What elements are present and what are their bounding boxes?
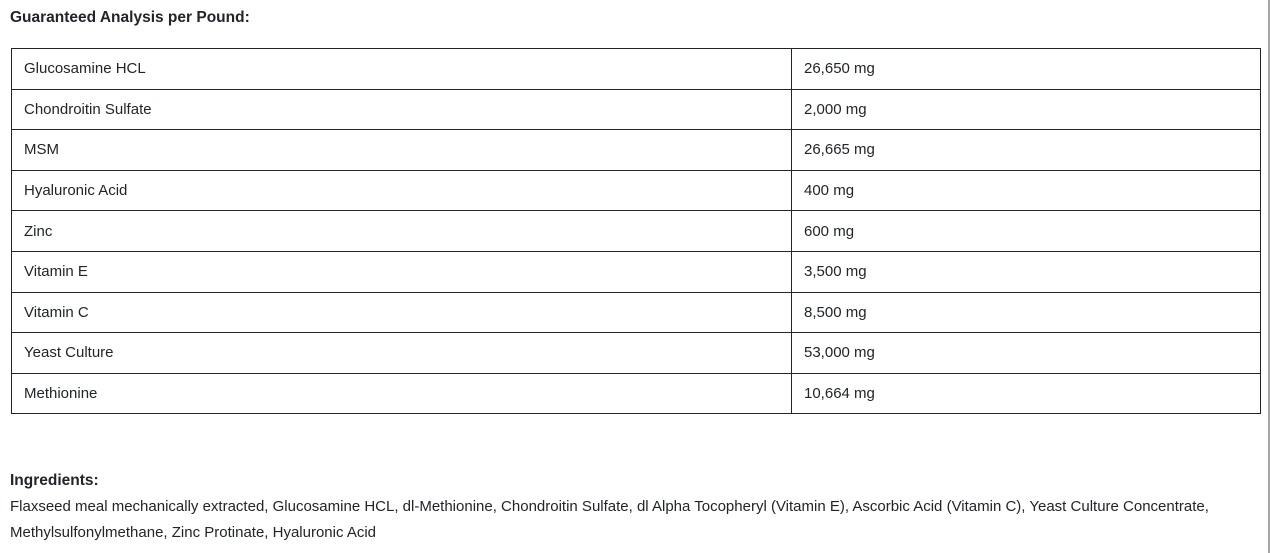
nutrient-name-cell: MSM [11,129,792,171]
table-row: Zinc 600 mg [11,210,1261,252]
ingredients-heading: Ingredients: [10,472,99,490]
table-row: Chondroitin Sulfate 2,000 mg [11,88,1261,131]
nutrient-amount-cell: 400 mg [791,169,1261,212]
nutrient-name-cell: Zinc [11,210,792,252]
nutrient-amount-cell: 2,000 mg [791,88,1261,131]
nutrient-name-cell: Chondroitin Sulfate [11,88,792,131]
ingredients-section: Ingredients: Flaxseed meal mechanically … [10,471,1258,545]
nutrient-amount-cell: 53,000 mg [791,332,1261,374]
table-row: Methionine 10,664 mg [11,372,1261,415]
table-row: MSM 26,665 mg [11,129,1261,171]
table-row: Hyaluronic Acid 400 mg [11,169,1261,212]
nutrient-amount-cell: 26,665 mg [791,129,1261,171]
guaranteed-analysis-table: Glucosamine HCL 26,650 mg Chondroitin Sulf… [11,48,1261,415]
guaranteed-analysis-table-body: Glucosamine HCL 26,650 mg Chondroitin Sulf… [11,48,1261,415]
nutrient-amount-cell: 8,500 mg [791,291,1261,334]
table-row: Glucosamine HCL 26,650 mg [11,48,1261,90]
table-row: Vitamin E 3,500 mg [11,250,1261,293]
nutrient-name-cell: Hyaluronic Acid [11,169,792,212]
nutrient-amount-cell: 10,664 mg [791,372,1261,415]
nutrient-amount-cell: 3,500 mg [791,250,1261,293]
table-row: Vitamin C 8,500 mg [11,291,1261,334]
guaranteed-analysis-heading: Guaranteed Analysis per Pound: [10,9,250,26]
nutrient-name-cell: Yeast Culture [11,332,792,374]
nutrient-amount-cell: 600 mg [791,210,1261,252]
ingredients-text: Flaxseed meal mechanically extracted, Gl… [10,498,1209,541]
nutrient-name-cell: Glucosamine HCL [11,48,792,90]
nutrient-name-cell: Vitamin C [11,291,792,334]
nutrient-name-cell: Vitamin E [11,250,792,293]
page-edge-divider [1268,0,1270,553]
nutrient-amount-cell: 26,650 mg [791,48,1261,90]
nutrient-name-cell: Methionine [11,372,792,415]
table-row: Yeast Culture 53,000 mg [11,332,1261,374]
